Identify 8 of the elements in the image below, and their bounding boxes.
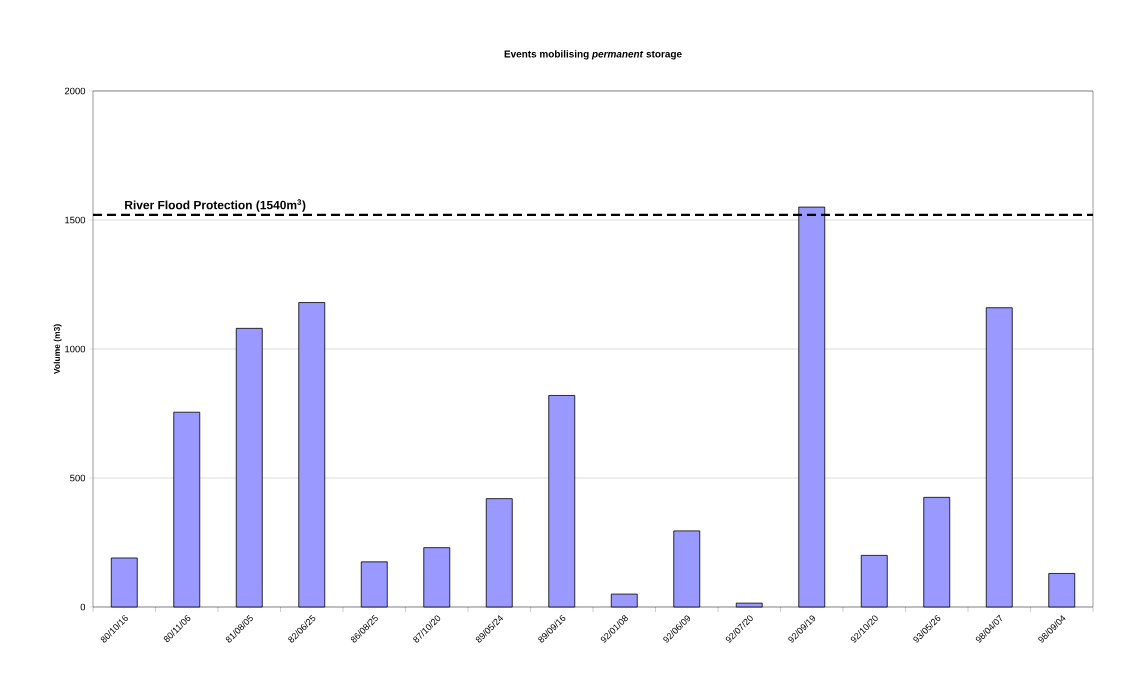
y-axis-title: Volume (m3) <box>53 324 62 375</box>
y-tick-label: 0 <box>80 603 86 611</box>
y-tick-label: 1500 <box>65 216 86 224</box>
y-tick-label: 500 <box>70 474 86 482</box>
y-tick-label: 1000 <box>65 345 86 353</box>
ref-line-label: River Flood Protection (1540m$^{3}$) <box>125 199 306 212</box>
y-tick-label: 2000 <box>64 87 86 95</box>
chart-title: Events mobilising permanent storage <box>504 50 682 60</box>
